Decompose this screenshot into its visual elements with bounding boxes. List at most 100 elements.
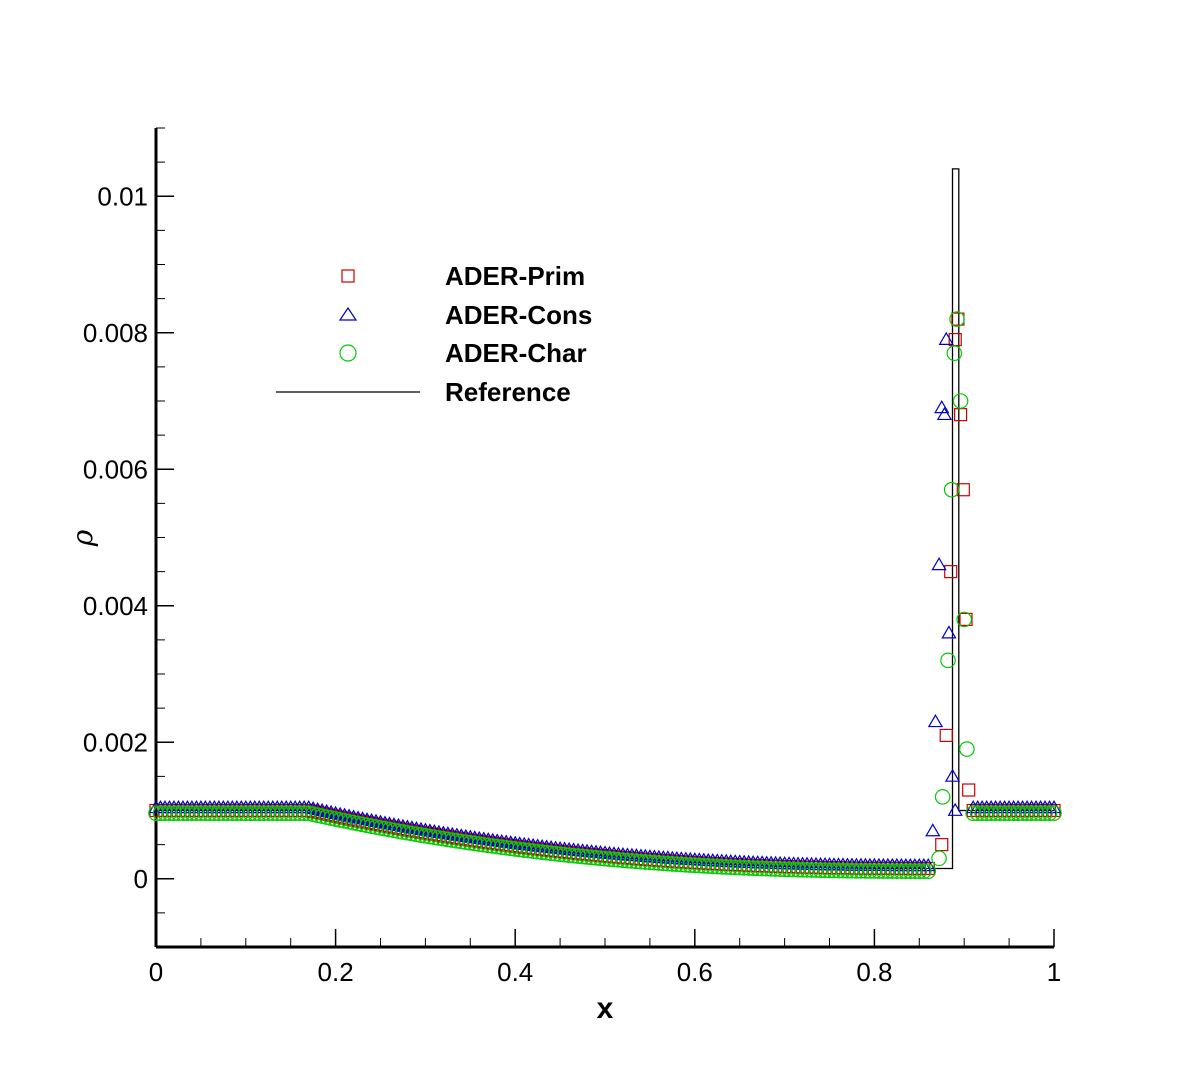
data-point-peak [931, 850, 947, 867]
data-point [983, 805, 999, 822]
data-point [713, 858, 730, 875]
data-point [624, 853, 640, 869]
data-point [902, 863, 919, 880]
data-point [660, 855, 676, 872]
data-point [763, 861, 779, 877]
data-point [794, 862, 811, 878]
series-ader-cons [148, 331, 1062, 872]
data-point [781, 861, 797, 878]
data-point [633, 853, 649, 870]
data-point-peak [939, 728, 953, 743]
data-point-peak [931, 557, 947, 571]
data-point [233, 805, 250, 822]
data-point [574, 848, 591, 865]
data-point [588, 850, 604, 866]
data-point [848, 863, 865, 879]
data-point [431, 830, 447, 846]
data-point [511, 841, 528, 858]
data-point [529, 843, 546, 860]
data-point [215, 805, 232, 822]
data-point [458, 834, 474, 850]
data-point [642, 854, 658, 871]
data-point [264, 805, 281, 822]
data-point [740, 860, 757, 876]
y-axis-title: ρ [66, 529, 99, 547]
data-point [211, 805, 227, 822]
data-point [615, 852, 631, 869]
data-point [758, 860, 775, 877]
data-point [853, 863, 869, 879]
data-point [839, 862, 856, 879]
data-point [826, 862, 842, 879]
data-point [480, 837, 497, 854]
data-point-peak [935, 838, 949, 852]
data-point [619, 852, 636, 869]
data-point [538, 844, 555, 861]
data-point [484, 838, 501, 854]
data-point-peak [962, 783, 976, 797]
data-point [597, 850, 613, 867]
data-point [749, 860, 766, 877]
data-point [148, 805, 164, 822]
data-point [754, 860, 770, 877]
y-tick-label: 0.002 [83, 727, 148, 757]
data-point-peak [941, 625, 957, 639]
data-point [601, 851, 618, 867]
data-point [682, 857, 699, 873]
x-tick-label: 0.4 [497, 957, 533, 987]
x-tick-label: 1 [1047, 957, 1061, 987]
data-point [166, 805, 182, 822]
x-tick-label: 0 [149, 957, 163, 987]
data-point-peak [938, 331, 954, 345]
data-point [471, 836, 488, 852]
data-point [260, 805, 277, 822]
legend-symbol-ader-char [339, 344, 357, 362]
data-point [969, 805, 986, 822]
data-point [565, 847, 582, 864]
data-point [808, 862, 824, 878]
x-tick-label: 0.6 [677, 957, 713, 987]
data-point [974, 805, 990, 822]
data-point [229, 805, 245, 822]
data-point [700, 858, 717, 874]
data-point [1019, 805, 1035, 822]
data-point [727, 859, 744, 876]
data-point [731, 859, 748, 876]
data-point [1046, 805, 1062, 822]
data-point [880, 863, 896, 879]
data-point [799, 862, 815, 878]
data-point [673, 856, 690, 873]
legend-label-ader-cons: ADER-Cons [445, 300, 592, 330]
data-point [1014, 805, 1031, 822]
data-point [893, 863, 910, 879]
data-point-peak [925, 823, 941, 837]
data-point [493, 839, 510, 855]
data-point [637, 854, 654, 870]
data-point [291, 805, 308, 822]
data-point [646, 854, 663, 871]
data-point-peak [943, 481, 960, 498]
data-point [466, 835, 483, 852]
data-point [188, 805, 205, 822]
y-tick-label: 0.004 [83, 591, 148, 621]
data-point-peak [956, 611, 972, 628]
data-point [817, 862, 833, 879]
data-point [821, 862, 838, 879]
data-point [273, 805, 290, 822]
data-point [678, 857, 694, 873]
data-point [543, 845, 559, 862]
data-point [718, 859, 735, 875]
data-point [610, 852, 627, 868]
data-point [844, 862, 860, 879]
data-point [502, 840, 519, 857]
data-point [628, 853, 645, 870]
data-point-peak [946, 345, 963, 362]
legend: ADER-Prim ADER-Cons ADER-Char Reference [276, 261, 592, 407]
data-point [965, 805, 981, 822]
data-point [695, 858, 712, 874]
data-point [803, 862, 820, 878]
data-point [709, 858, 726, 875]
series-layer [148, 168, 1062, 880]
data-point [987, 805, 1004, 822]
